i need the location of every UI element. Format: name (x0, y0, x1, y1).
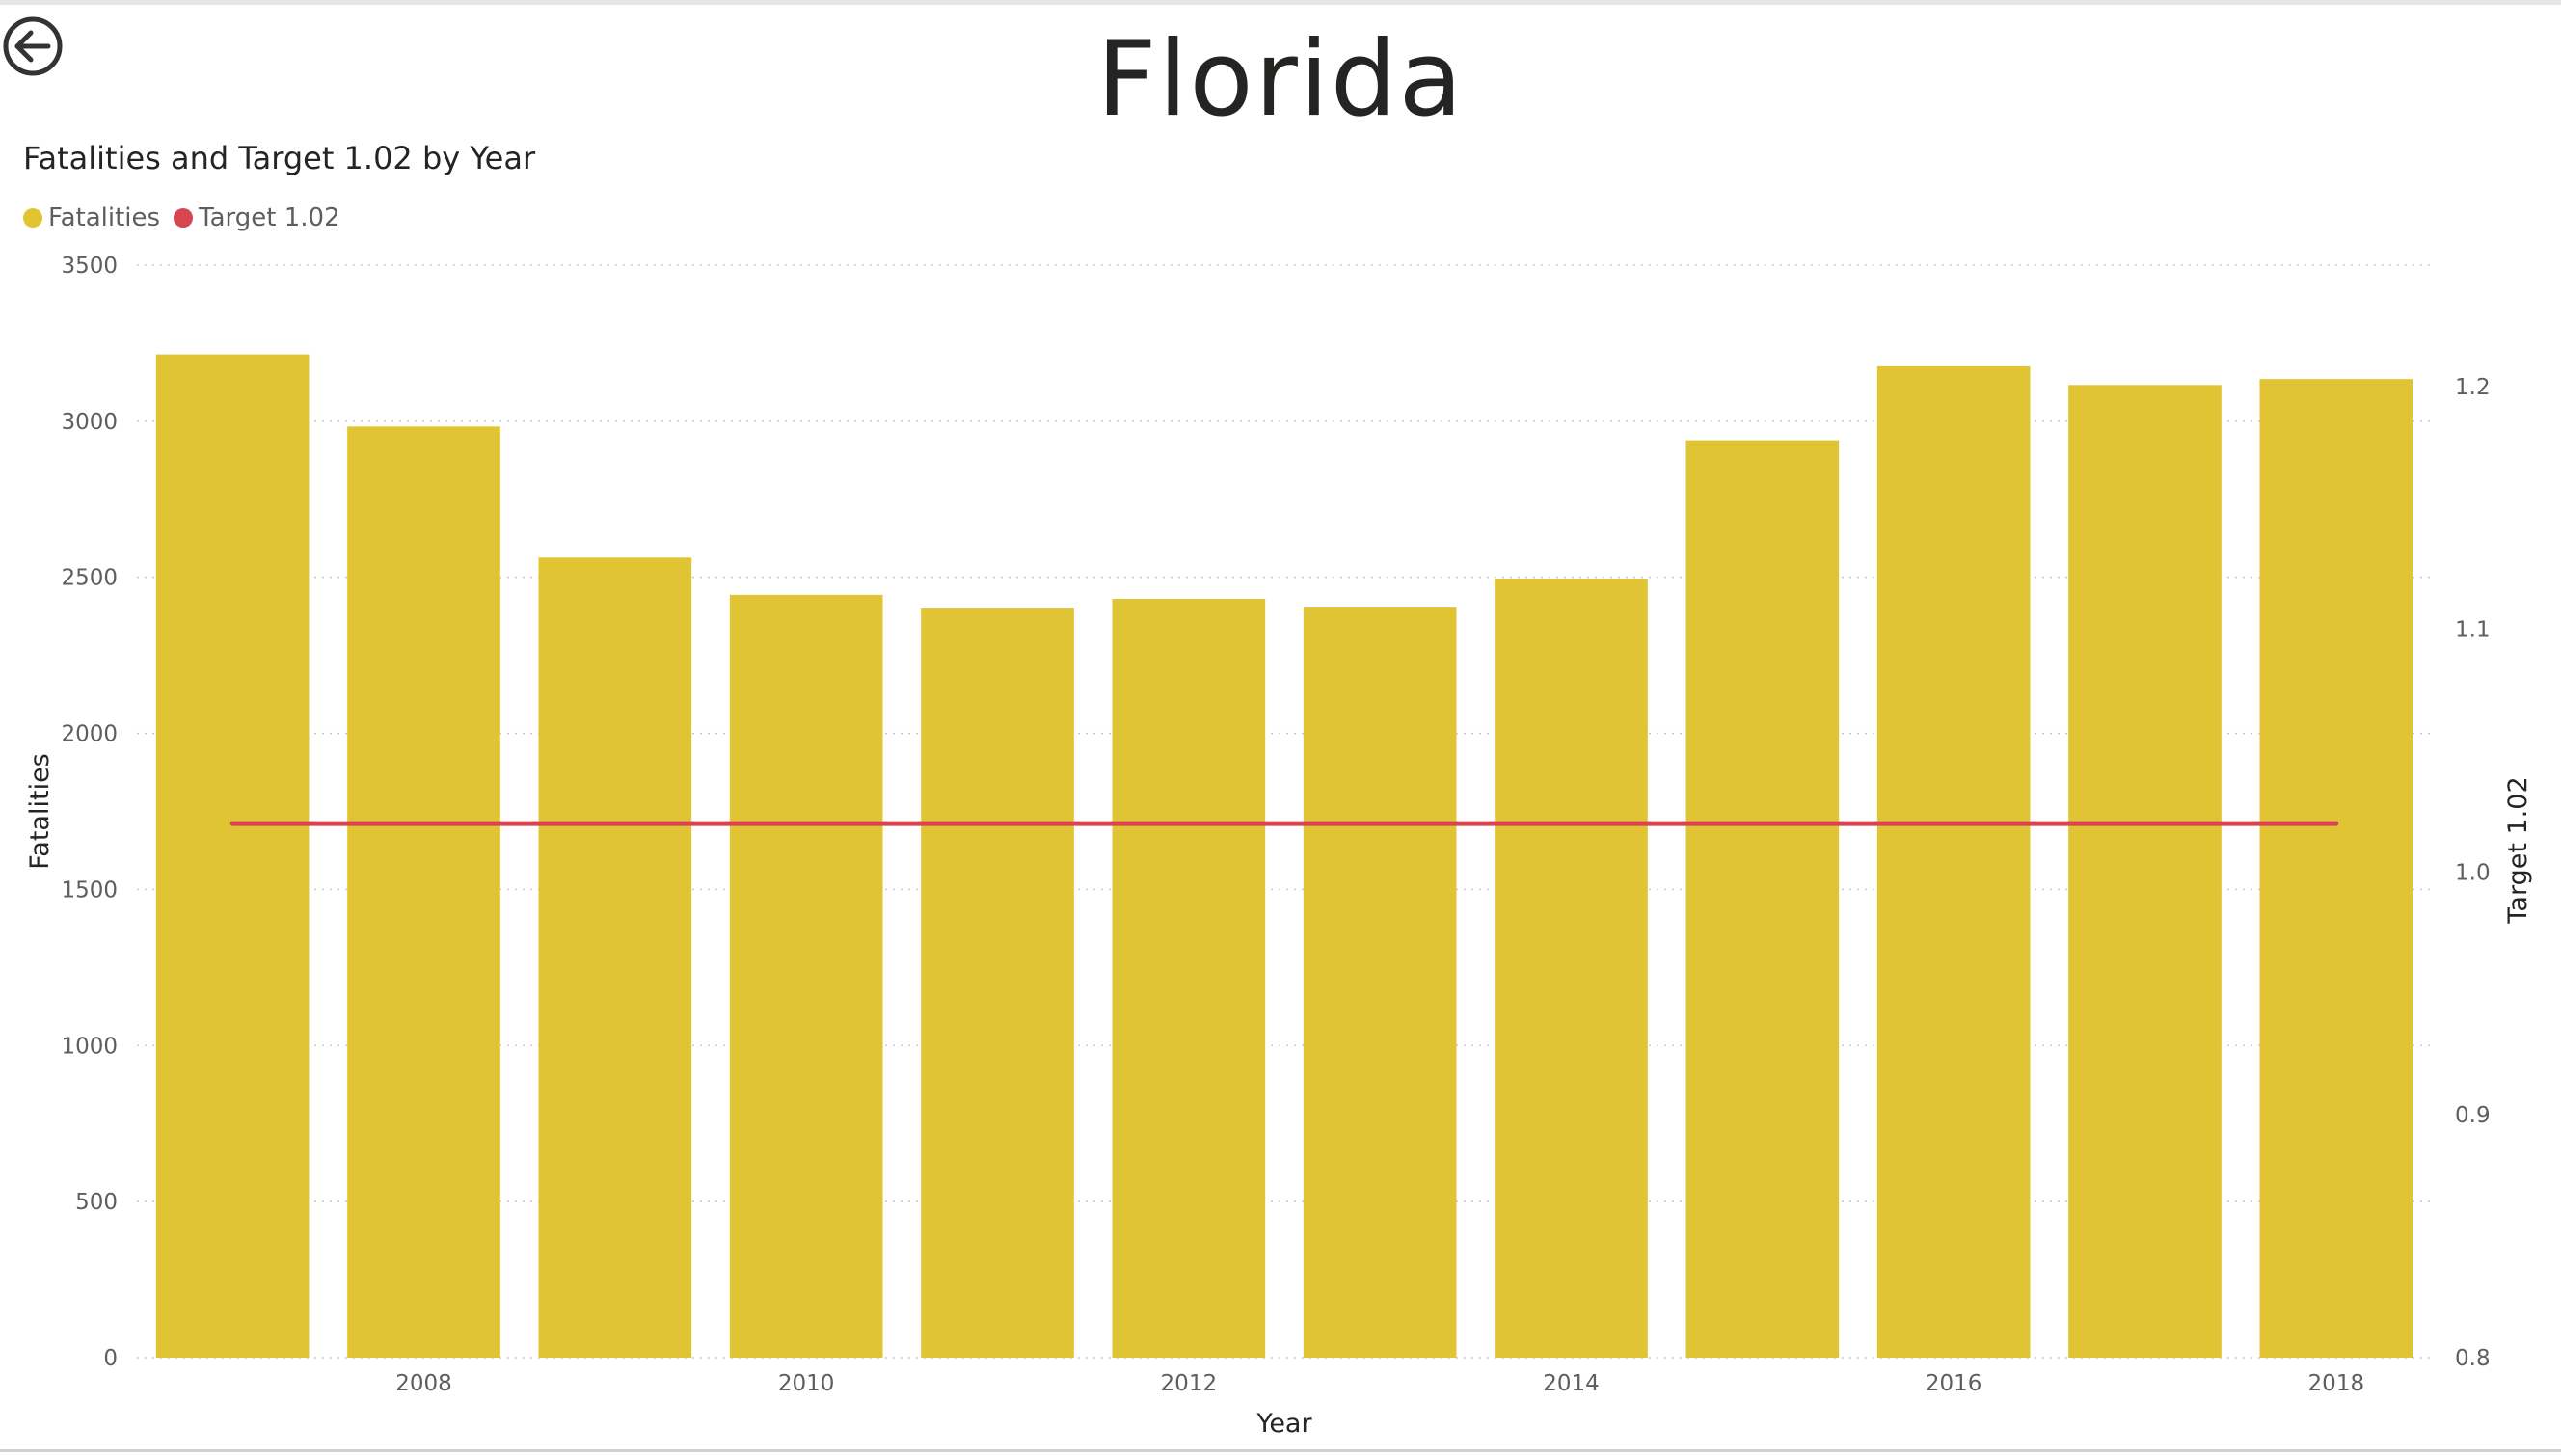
y-tick-label: 3000 (61, 410, 118, 435)
y-tick-label: 2000 (61, 722, 118, 747)
bar-2009 (538, 557, 692, 1358)
bar-2016 (1876, 365, 2031, 1358)
bar-2007 (155, 354, 310, 1358)
x-tick-label: 2008 (395, 1371, 452, 1396)
chart-title: Fatalities and Target 1.02 by Year (23, 140, 536, 176)
chart-legend: Fatalities Target 1.02 (23, 199, 354, 237)
y-tick-label: 1000 (61, 1034, 118, 1059)
y2-tick-label: 0.8 (2455, 1346, 2491, 1371)
y2-tick-label: 0.9 (2455, 1103, 2491, 1128)
legend-dot-fatalities (23, 208, 42, 228)
bar-2010 (729, 594, 883, 1358)
y2-axis-title: Target 1.02 (2503, 776, 2533, 924)
legend-item-fatalities[interactable]: Fatalities (23, 203, 160, 232)
y-tick-label: 0 (103, 1346, 118, 1371)
x-axis-title: Year (1255, 1409, 1312, 1439)
bar-2014 (1495, 579, 1648, 1358)
y-axis-title: Fatalities (25, 753, 55, 870)
bar-2017 (2068, 385, 2222, 1358)
bar-2018 (2259, 379, 2413, 1358)
top-border (0, 0, 2561, 5)
x-tick-label: 2014 (1543, 1371, 1600, 1396)
y2-tick-label: 1.0 (2455, 860, 2491, 885)
y-tick-label: 2500 (61, 566, 118, 591)
bar-2013 (1303, 607, 1457, 1358)
bottom-border (0, 1449, 2561, 1452)
page-title: Florida (1096, 19, 1465, 140)
back-button[interactable] (0, 13, 66, 79)
y-tick-label: 3500 (61, 254, 118, 279)
bar-2008 (347, 426, 500, 1358)
legend-label-fatalities: Fatalities (48, 203, 161, 232)
y-tick-label: 1500 (61, 877, 118, 903)
y2-tick-label: 1.2 (2455, 375, 2491, 400)
back-arrow-icon (3, 16, 63, 76)
bar-2011 (921, 608, 1074, 1358)
x-tick-label: 2012 (1161, 1371, 1218, 1396)
legend-item-target[interactable]: Target 1.02 (174, 203, 340, 232)
x-tick-label: 2018 (2308, 1371, 2365, 1396)
y-tick-label: 500 (75, 1190, 118, 1215)
y2-tick-label: 1.1 (2455, 618, 2491, 643)
x-tick-label: 2010 (778, 1371, 835, 1396)
legend-label-target: Target 1.02 (199, 203, 340, 232)
bar-2012 (1112, 599, 1266, 1358)
x-tick-label: 2016 (1926, 1371, 1982, 1396)
bar-2015 (1685, 440, 1840, 1358)
legend-dot-target (174, 208, 194, 228)
